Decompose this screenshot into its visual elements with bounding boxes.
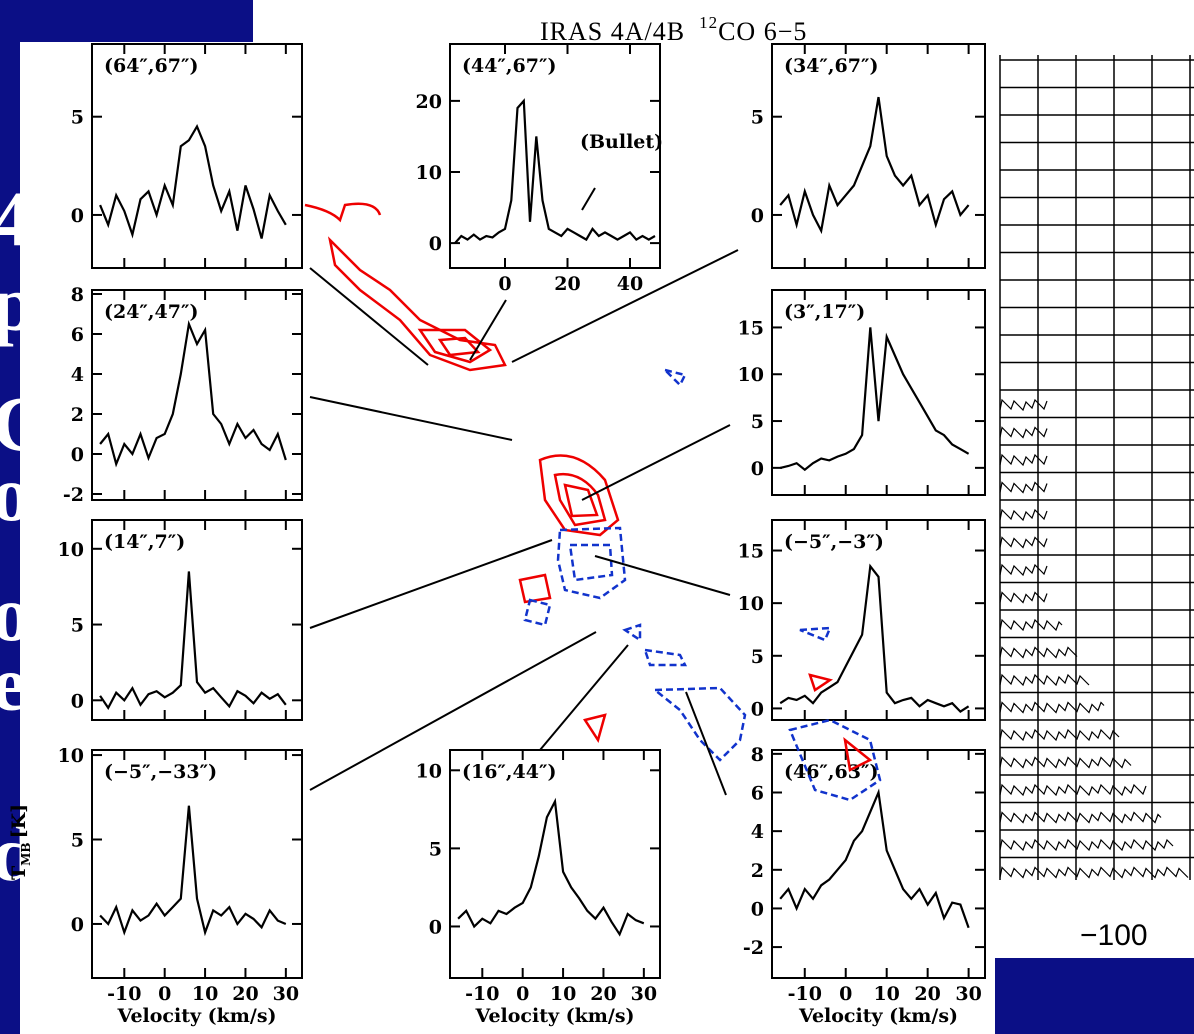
y-tick-label: 10 bbox=[416, 760, 442, 782]
y-tick-label: 15 bbox=[738, 317, 764, 339]
panel-title: (−5″,−33″) bbox=[104, 761, 217, 783]
x-tick-label: 20 bbox=[554, 273, 580, 295]
x-tick-label: 0 bbox=[839, 983, 852, 1005]
panel-frame bbox=[772, 44, 985, 268]
panel-title: (44″,67″) bbox=[462, 55, 556, 77]
title-main: IRAS 4A/4B bbox=[540, 17, 685, 46]
panel-frame bbox=[92, 44, 302, 268]
y-tick-label: 10 bbox=[58, 745, 84, 767]
panel-title: (34″,67″) bbox=[784, 55, 878, 77]
y-tick-label: 6 bbox=[751, 783, 764, 805]
y-tick-label: 4 bbox=[751, 821, 764, 843]
y-tick-label: -2 bbox=[743, 937, 764, 959]
x-tick-label: -10 bbox=[788, 983, 822, 1005]
y-tick-label: 5 bbox=[751, 646, 764, 668]
ylabel-main: T bbox=[8, 866, 30, 880]
y-tick-label: 2 bbox=[71, 404, 84, 426]
x-tick-label: 10 bbox=[873, 983, 899, 1005]
page: 4pCooed IRAS 4A/4B12CO 6−5 −100 TMB[K] 0… bbox=[0, 0, 1194, 1034]
panel-title: (3″,17″) bbox=[784, 301, 865, 323]
y-tick-label: 5 bbox=[71, 107, 84, 129]
x-axis-label: Velocity (km/s) bbox=[116, 1005, 276, 1027]
x-tick-label: 10 bbox=[192, 983, 218, 1005]
x-tick-label: 20 bbox=[232, 983, 258, 1005]
panel-title: (46″,63″) bbox=[784, 761, 878, 783]
y-tick-label: 0 bbox=[751, 458, 764, 480]
x-tick-label: 30 bbox=[631, 983, 657, 1005]
y-tick-label: 0 bbox=[429, 233, 442, 255]
y-tick-label: 0 bbox=[71, 914, 84, 936]
slide-corner bbox=[995, 958, 1194, 1034]
y-tick-label: 5 bbox=[71, 830, 84, 852]
y-tick-label: 15 bbox=[738, 541, 764, 563]
y-tick-label: 5 bbox=[751, 411, 764, 433]
y-tick-label: 5 bbox=[71, 615, 84, 637]
y-tick-label: 0 bbox=[71, 690, 84, 712]
y-tick-label: 10 bbox=[738, 364, 764, 386]
figure-title: IRAS 4A/4B 12CO 6−5 bbox=[540, 13, 807, 46]
x-tick-label: 0 bbox=[158, 983, 171, 1005]
x-tick-label: -10 bbox=[107, 983, 141, 1005]
x-axis-label: Velocity (km/s) bbox=[798, 1005, 958, 1027]
x-tick-label: 0 bbox=[516, 983, 529, 1005]
x-tick-label: -10 bbox=[465, 983, 499, 1005]
ylabel-sub: MB bbox=[19, 842, 33, 865]
y-tick-label: 8 bbox=[751, 744, 764, 766]
x-tick-label: 40 bbox=[617, 273, 643, 295]
panel-frame bbox=[450, 750, 660, 978]
y-tick-label: 0 bbox=[751, 898, 764, 920]
panel-frame bbox=[772, 750, 985, 978]
x-tick-label: 0 bbox=[498, 273, 511, 295]
y-tick-label: 5 bbox=[751, 107, 764, 129]
panel-title: (64″,67″) bbox=[104, 55, 198, 77]
annotation: (Bullet) bbox=[580, 131, 663, 153]
ylabel-unit: [K] bbox=[8, 804, 30, 839]
y-tick-label: 0 bbox=[71, 205, 84, 227]
y-tick-label: 0 bbox=[751, 205, 764, 227]
y-tick-label: 6 bbox=[71, 324, 84, 346]
x-tick-label: 30 bbox=[273, 983, 299, 1005]
x-tick-label: 20 bbox=[590, 983, 616, 1005]
x-axis-label: Velocity (km/s) bbox=[474, 1005, 634, 1027]
side-tick-label: −100 bbox=[1080, 919, 1148, 952]
y-tick-label: -2 bbox=[63, 484, 84, 506]
panel-frame bbox=[92, 750, 302, 978]
y-tick-label: 0 bbox=[751, 698, 764, 720]
slide: 4pCooed IRAS 4A/4B12CO 6−5 −100 TMB[K] 0… bbox=[0, 0, 1194, 1034]
x-tick-label: 10 bbox=[550, 983, 576, 1005]
y-tick-label: 5 bbox=[429, 838, 442, 860]
y-tick-label: 4 bbox=[71, 364, 84, 386]
y-tick-label: 10 bbox=[58, 539, 84, 561]
y-tick-label: 10 bbox=[416, 162, 442, 184]
x-tick-label: 20 bbox=[914, 983, 940, 1005]
y-tick-label: 2 bbox=[751, 860, 764, 882]
panel-title: (24″,47″) bbox=[104, 301, 198, 323]
y-tick-label: 10 bbox=[738, 593, 764, 615]
y-tick-label: 8 bbox=[71, 284, 84, 306]
y-tick-label: 20 bbox=[416, 91, 442, 113]
x-tick-label: 30 bbox=[955, 983, 981, 1005]
title-sup: 12 bbox=[699, 13, 718, 32]
y-tick-label: 0 bbox=[71, 444, 84, 466]
panel-title: (−5″,−3″) bbox=[784, 531, 884, 553]
y-tick-label: 0 bbox=[429, 916, 442, 938]
panel-title: (16″,44″) bbox=[462, 761, 556, 783]
panel-title: (14″,7″) bbox=[104, 531, 185, 553]
title-rest: CO 6−5 bbox=[718, 17, 807, 46]
